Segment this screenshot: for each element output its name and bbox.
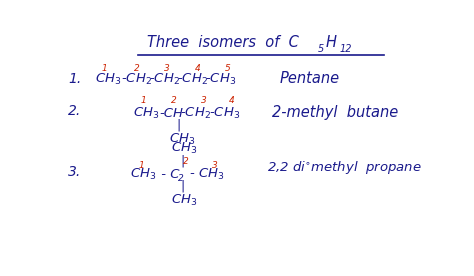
Text: 1: 1 <box>101 64 107 73</box>
Text: - C: - C <box>156 168 179 181</box>
Text: - CH$_3$: - CH$_3$ <box>185 167 225 182</box>
Text: |: | <box>176 119 180 132</box>
Text: -CH$_2$: -CH$_2$ <box>181 106 211 121</box>
Text: CH$_3$: CH$_3$ <box>134 106 160 121</box>
Text: -CH$_2$: -CH$_2$ <box>177 72 208 87</box>
Text: 5: 5 <box>318 44 324 54</box>
Text: 1: 1 <box>141 96 146 105</box>
Text: 2: 2 <box>183 157 189 166</box>
Text: -CH$_2$: -CH$_2$ <box>149 72 180 87</box>
Text: 4: 4 <box>195 64 201 73</box>
Text: CH$_3$: CH$_3$ <box>95 72 122 87</box>
Text: Three  isomers  of  C: Three isomers of C <box>147 35 299 50</box>
Text: -CH: -CH <box>159 107 183 120</box>
Text: 3: 3 <box>212 161 218 170</box>
Text: -CH$_2$: -CH$_2$ <box>121 72 152 87</box>
Text: 2.: 2. <box>68 104 82 118</box>
Text: 12: 12 <box>339 44 352 54</box>
Text: 2: 2 <box>178 174 184 184</box>
Text: 4: 4 <box>229 96 235 105</box>
Text: |: | <box>181 180 185 193</box>
Text: CH$_3$: CH$_3$ <box>171 193 198 208</box>
Text: |: | <box>181 155 185 168</box>
Text: CH$_3$: CH$_3$ <box>169 132 195 147</box>
Text: 3.: 3. <box>68 164 82 179</box>
Text: H: H <box>326 35 337 50</box>
Text: 2,2 di$^{\circ}$methyl  propane: 2,2 di$^{\circ}$methyl propane <box>267 159 421 176</box>
Text: 3: 3 <box>201 96 207 105</box>
Text: -CH$_3$: -CH$_3$ <box>205 72 236 87</box>
Text: CH$_3$: CH$_3$ <box>171 141 198 156</box>
Text: 1.: 1. <box>68 72 82 86</box>
Text: 2: 2 <box>134 64 139 73</box>
Text: 2-methyl  butane: 2-methyl butane <box>272 105 399 120</box>
Text: CH$_3$: CH$_3$ <box>130 167 156 182</box>
Text: -CH$_3$: -CH$_3$ <box>209 106 240 121</box>
Text: 1: 1 <box>138 161 144 170</box>
Text: 3: 3 <box>164 64 170 73</box>
Text: Pentane: Pentane <box>280 71 340 86</box>
Text: 2: 2 <box>171 96 177 105</box>
Text: 5: 5 <box>225 64 231 73</box>
